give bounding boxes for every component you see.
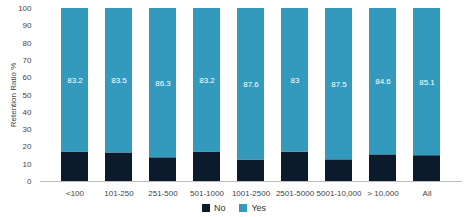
- svg-text:100: 100: [18, 4, 32, 13]
- svg-text:90: 90: [23, 21, 32, 30]
- svg-text:87.6: 87.6: [243, 80, 259, 89]
- svg-text:Retention Ratio %: Retention Ratio %: [9, 63, 18, 127]
- html-text:Yes: Yes: [251, 203, 267, 213]
- svg-text:60: 60: [23, 73, 32, 82]
- svg-text:86.3: 86.3: [155, 79, 171, 88]
- svg-text:1001-2500: 1001-2500: [232, 189, 271, 198]
- svg-text:83.2: 83.2: [67, 76, 83, 85]
- svg-text:40: 40: [23, 108, 32, 117]
- svg-text:70: 70: [23, 56, 32, 65]
- svg-text:84.6: 84.6: [375, 77, 391, 86]
- svg-text:80: 80: [23, 39, 32, 48]
- svg-text:85.1: 85.1: [419, 78, 435, 87]
- svg-text:83: 83: [291, 76, 300, 85]
- svg-text:251-500: 251-500: [148, 189, 178, 198]
- svg-text:All: All: [423, 189, 432, 198]
- svg-text:501-1000: 501-1000: [190, 189, 224, 198]
- svg-text:101-250: 101-250: [104, 189, 134, 198]
- svg-text:83.2: 83.2: [199, 76, 215, 85]
- svg-text:2501-5000: 2501-5000: [276, 189, 315, 198]
- svg-text:5001-10,000: 5001-10,000: [317, 189, 362, 198]
- svg-text:10: 10: [23, 160, 32, 169]
- svg-text:<100: <100: [66, 189, 85, 198]
- html-text:No: No: [213, 203, 226, 213]
- svg-text:30: 30: [23, 125, 32, 134]
- svg-text:0: 0: [27, 177, 32, 186]
- svg-text:> 10,000: > 10,000: [367, 189, 399, 198]
- svg-text:83.5: 83.5: [111, 76, 127, 85]
- svg-text:20: 20: [23, 142, 32, 151]
- svg-text:50: 50: [23, 91, 32, 100]
- svg-text:87.5: 87.5: [331, 80, 347, 89]
